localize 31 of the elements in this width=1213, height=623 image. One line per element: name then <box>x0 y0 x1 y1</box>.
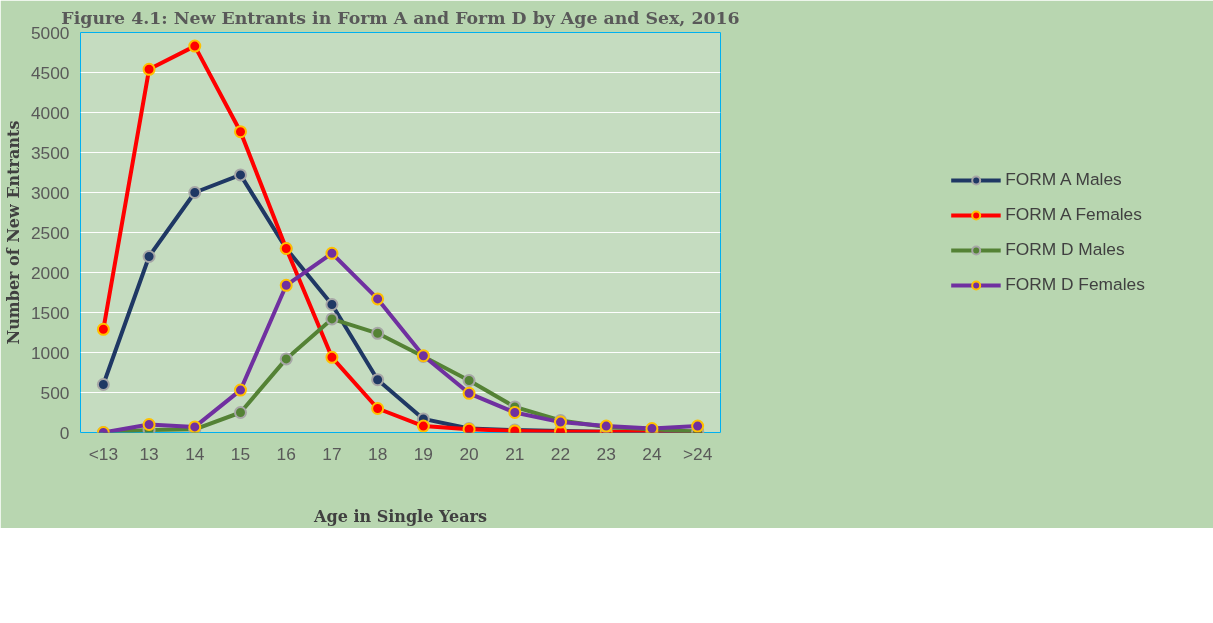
x-tick-label: 15 <box>230 443 251 464</box>
x-tick-label: 16 <box>276 443 296 464</box>
x-tick-label: 18 <box>368 443 388 464</box>
y-tick-label: 2000 <box>30 262 70 283</box>
legend-label: FORM A Females <box>1005 204 1142 225</box>
x-tick-label: 17 <box>322 443 342 464</box>
x-tick-label: 14 <box>185 443 205 464</box>
y-tick-label: 0 <box>59 422 70 443</box>
x-tick-label: <13 <box>88 443 119 464</box>
x-tick-label: 13 <box>139 443 159 464</box>
y-tick-label: 3500 <box>30 142 70 163</box>
y-tick-label: 4000 <box>30 102 70 123</box>
x-tick-label: 21 <box>505 443 525 464</box>
y-tick-label: 500 <box>40 382 70 403</box>
y-tick-label: 1000 <box>30 342 70 363</box>
legend-label: FORM D Females <box>1005 274 1145 295</box>
y-axis-title: Number of New Entrants <box>3 120 23 345</box>
y-tick-label: 4500 <box>30 62 70 83</box>
y-tick-label: 1500 <box>30 302 70 323</box>
x-tick-label: 24 <box>642 443 662 464</box>
x-tick-label: 19 <box>413 443 433 464</box>
x-tick-label: 23 <box>596 443 616 464</box>
x-tick-label: 22 <box>550 443 571 464</box>
y-tick-label: 2500 <box>30 222 70 243</box>
x-tick-label: 20 <box>459 443 479 464</box>
y-tick-label: 3000 <box>30 182 70 203</box>
legend-label: FORM D Males <box>1005 239 1125 260</box>
x-tick-label: >24 <box>682 443 713 464</box>
chart-title: Figure 4.1: New Entrants in Form A and Form D by Age and Sex, 2016 <box>61 7 740 28</box>
x-axis-title: Age in Single Years <box>313 506 487 526</box>
legend-label: FORM A Males <box>1005 169 1122 190</box>
